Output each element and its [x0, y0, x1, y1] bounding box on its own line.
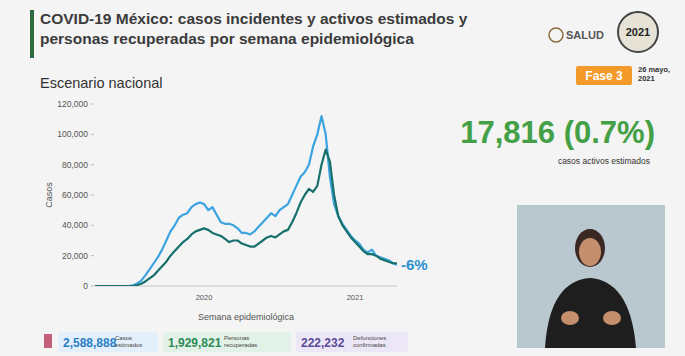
plot-lines — [95, 116, 397, 286]
annotation: -6% — [401, 256, 428, 273]
y-tick-label: 40,000 — [62, 220, 88, 230]
y-tick — [91, 225, 94, 226]
y-tick — [91, 134, 94, 135]
salud-logo: SALUD — [566, 29, 604, 41]
text-line: Personas — [224, 335, 249, 341]
y-tick-label: 20,000 — [62, 251, 88, 261]
phase: Fase 3 — [585, 69, 623, 83]
stat-label: Defuncionesconfirmadas — [353, 335, 386, 348]
subtitle: Escenario nacional — [40, 75, 163, 91]
interpreter-face — [579, 238, 601, 266]
interpreter-hand — [603, 311, 621, 325]
series-line — [95, 116, 397, 286]
x-axis-line — [95, 286, 397, 287]
stat-box — [58, 332, 158, 352]
text-line: recuperadas — [224, 342, 257, 348]
y-tick-label: 0 — [83, 281, 88, 291]
stat-box — [296, 332, 408, 352]
text-line: confirmadas — [353, 342, 386, 348]
stat-value: 222,232 — [301, 336, 345, 350]
y-tick — [91, 104, 94, 105]
interpreter-hair — [575, 229, 605, 267]
interpreter-video — [517, 205, 665, 348]
title: COVID-19 México: casos incidentes y acti… — [40, 10, 468, 47]
text-line: personas recuperadas por semana epidemio… — [40, 30, 414, 47]
x-tick-label: 2020 — [196, 293, 213, 302]
slide: COVID-19 México: casos incidentes y acti… — [0, 0, 685, 356]
background — [0, 0, 685, 356]
accent-bar — [30, 10, 34, 58]
y-tick-label: 60,000 — [62, 190, 88, 200]
salud-emblem — [549, 28, 563, 42]
text-line: COVID-19 México: casos incidentes y acti… — [40, 10, 468, 27]
stat-value: 2,588,888 — [63, 336, 117, 350]
stat-value: 1,929,821 — [168, 336, 222, 350]
year-logo — [618, 12, 658, 52]
y-axis-label: Casos — [44, 182, 54, 208]
x-axis-label: Semana epidemiológica — [198, 312, 294, 322]
highlight-label: casos activos estimados — [558, 156, 650, 166]
stat-label: Casosestimados — [115, 335, 142, 348]
y-tick-label: 120,000 — [57, 99, 88, 109]
y-tick — [91, 195, 94, 196]
highlight-value: 17,816 (0.7%) — [460, 115, 655, 150]
text-line: 26 mayo, — [638, 65, 670, 74]
footer-icon — [44, 334, 52, 348]
y-tick — [91, 164, 94, 165]
year-logo-text: 2021 — [626, 26, 650, 38]
y-tick-label: 80,000 — [62, 160, 88, 170]
x-tick-label: 2021 — [347, 293, 364, 302]
phase-box — [576, 66, 632, 85]
text-line: Casos — [115, 335, 132, 341]
y-tick — [91, 286, 94, 287]
series-line — [95, 150, 397, 287]
stat-box — [163, 332, 291, 352]
interpreter-hand — [561, 311, 579, 325]
stat-label: Personasrecuperadas — [224, 335, 257, 348]
y-tick — [91, 255, 94, 256]
y-tick-label: 100,000 — [57, 129, 88, 139]
text-line: Defunciones — [353, 335, 386, 341]
text-line: estimados — [115, 342, 142, 348]
date: 26 mayo,2021 — [638, 65, 670, 83]
interpreter-body — [545, 278, 636, 348]
text-line: 2021 — [638, 74, 655, 83]
